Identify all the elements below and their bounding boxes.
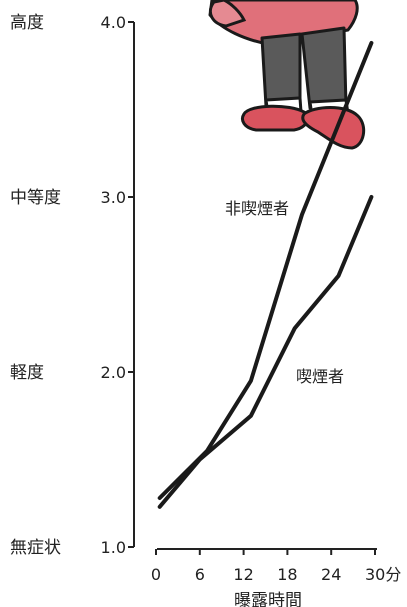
- x-tick-label: 0: [151, 565, 161, 584]
- x-tick-label: 12: [233, 565, 253, 584]
- y-tick-label: 3.0: [101, 188, 126, 207]
- y-category-label: 高度: [10, 13, 44, 33]
- x-tick-label: 24: [321, 565, 341, 584]
- y-tick-label: 1.0: [101, 538, 126, 557]
- series-lines: [157, 41, 374, 509]
- x-tick-label: 30分: [365, 565, 401, 584]
- y-ticks: 1.0 無症状 2.0 軽度 3.0 中等度 4.0 高度: [10, 13, 134, 558]
- x-tick-label: 18: [277, 565, 297, 584]
- cartoon-person-illustration: [208, 0, 366, 150]
- series-label-smoker: 喫煙者: [296, 367, 344, 386]
- y-category-label: 無症状: [10, 538, 61, 558]
- x-axis-title: 曝露時間: [234, 591, 302, 607]
- series-label-nonsmoker: 非喫煙者: [225, 199, 289, 218]
- y-category-label: 軽度: [10, 363, 44, 383]
- y-category-label: 中等度: [10, 188, 61, 208]
- series-line-smoker: [157, 195, 374, 509]
- x-tick-label: 6: [195, 565, 205, 584]
- y-tick-label: 4.0: [101, 13, 126, 32]
- x-ticks: 0 6 12 18 24 30分: [151, 549, 401, 584]
- y-tick-label: 2.0: [101, 363, 126, 382]
